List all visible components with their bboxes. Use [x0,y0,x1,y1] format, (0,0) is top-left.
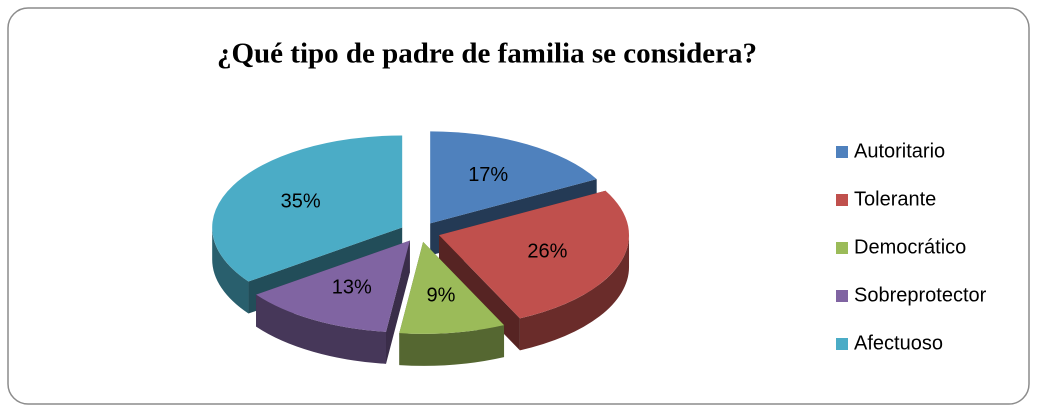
data-label: 13% [332,276,372,298]
data-label: 9% [427,285,456,307]
data-label: 26% [527,240,567,262]
slice-wall [256,294,387,364]
slice-wall [399,325,505,366]
pie-slice [212,135,403,282]
legend-swatch [836,290,848,302]
legend-label: Sobreprotector [854,284,987,306]
slice-wall [519,235,630,351]
pie-slice [430,131,597,224]
data-label: 35% [281,191,321,213]
legend-label: Democrático [854,236,966,258]
legend-label: Afectuoso [854,332,943,354]
legend-label: Autoritario [854,140,945,162]
pie-slice [256,240,410,332]
legend-swatch [836,146,848,158]
chart-title: ¿Qué tipo de padre de familia se conside… [217,38,757,70]
data-label: 17% [468,164,508,186]
legend-label: Tolerante [854,188,936,210]
legend-swatch [836,338,848,350]
slice-wall [212,227,249,314]
legend-swatch [836,194,848,206]
pie-slice [399,241,505,334]
legend-swatch [836,242,848,254]
pie-slice [439,190,630,319]
